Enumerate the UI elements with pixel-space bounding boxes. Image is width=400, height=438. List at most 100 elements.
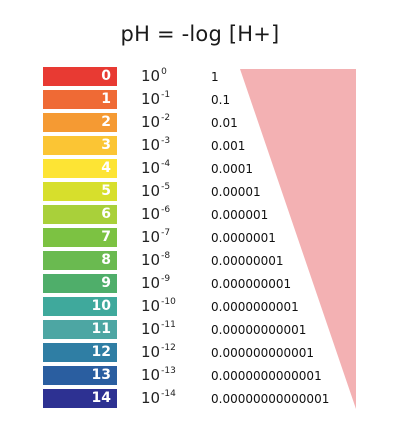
ph-number: 7 (101, 229, 111, 245)
power-exponent: -9 (161, 274, 171, 284)
ph-row: 6 10-6 0.000001 (0, 205, 400, 228)
decreasing-concentration-wedge (240, 69, 356, 409)
hydrogen-ion-concentration: 0.1 (211, 93, 231, 107)
power-of-ten: 10-4 (141, 158, 170, 181)
power-base: 10 (141, 90, 161, 108)
hydrogen-ion-concentration: 0.00000001 (211, 254, 284, 268)
ph-number: 4 (101, 160, 111, 176)
power-of-ten: 10-7 (141, 227, 170, 250)
hydrogen-ion-concentration: 0.0000001 (211, 231, 276, 245)
power-of-ten: 10-8 (141, 250, 170, 273)
ph-color-swatch: 2 (43, 113, 117, 132)
power-exponent: -13 (161, 366, 176, 376)
power-exponent: -3 (161, 136, 171, 146)
power-of-ten: 10-13 (141, 365, 176, 388)
ph-number: 9 (101, 275, 111, 291)
ph-number: 12 (91, 344, 111, 360)
ph-row: 10 10-10 0.0000000001 (0, 297, 400, 320)
power-base: 10 (141, 136, 161, 154)
hydrogen-ion-concentration: 0.00001 (211, 185, 261, 199)
ph-number: 8 (101, 252, 111, 268)
power-exponent: -12 (161, 343, 176, 353)
power-of-ten: 10-3 (141, 135, 170, 158)
ph-row: 4 10-4 0.0001 (0, 159, 400, 182)
hydrogen-ion-concentration: 0.0000000000001 (211, 369, 322, 383)
ph-row: 13 10-13 0.0000000000001 (0, 366, 400, 389)
ph-color-swatch: 3 (43, 136, 117, 155)
power-exponent: -8 (161, 251, 171, 261)
ph-color-swatch: 4 (43, 159, 117, 178)
power-of-ten: 100 (141, 66, 167, 89)
power-of-ten: 10-12 (141, 342, 176, 365)
power-of-ten: 10-9 (141, 273, 170, 296)
ph-row: 12 10-12 0.000000000001 (0, 343, 400, 366)
power-base: 10 (141, 343, 161, 361)
ph-color-swatch: 12 (43, 343, 117, 362)
power-base: 10 (141, 389, 161, 407)
ph-number: 0 (101, 68, 111, 84)
ph-number: 14 (91, 390, 111, 406)
ph-number: 6 (101, 206, 111, 222)
hydrogen-ion-concentration: 0.00000000000001 (211, 392, 330, 406)
ph-color-swatch: 8 (43, 251, 117, 270)
power-of-ten: 10-5 (141, 181, 170, 204)
ph-color-swatch: 7 (43, 228, 117, 247)
ph-color-swatch: 1 (43, 90, 117, 109)
power-exponent: -1 (161, 90, 171, 100)
hydrogen-ion-concentration: 0.00000000001 (211, 323, 307, 337)
power-of-ten: 10-6 (141, 204, 170, 227)
power-base: 10 (141, 366, 161, 384)
power-base: 10 (141, 297, 161, 315)
ph-number: 10 (91, 298, 111, 314)
ph-row: 2 10-2 0.01 (0, 113, 400, 136)
ph-color-swatch: 10 (43, 297, 117, 316)
ph-number: 11 (91, 321, 111, 337)
ph-color-swatch: 11 (43, 320, 117, 339)
power-exponent: -4 (161, 159, 171, 169)
ph-number: 3 (101, 137, 111, 153)
power-exponent: 0 (161, 67, 167, 77)
ph-color-swatch: 14 (43, 389, 117, 408)
power-exponent: -14 (161, 389, 176, 399)
power-base: 10 (141, 205, 161, 223)
ph-row: 11 10-11 0.00000000001 (0, 320, 400, 343)
ph-row: 14 10-14 0.00000000000001 (0, 389, 400, 412)
power-of-ten: 10-10 (141, 296, 176, 319)
hydrogen-ion-concentration: 0.000000001 (211, 277, 292, 291)
power-base: 10 (141, 182, 161, 200)
ph-color-swatch: 6 (43, 205, 117, 224)
ph-row: 8 10-8 0.00000001 (0, 251, 400, 274)
power-base: 10 (141, 320, 161, 338)
power-exponent: -11 (161, 320, 176, 330)
hydrogen-ion-concentration: 0.0001 (211, 162, 253, 176)
hydrogen-ion-concentration: 0.0000000001 (211, 300, 299, 314)
power-of-ten: 10-1 (141, 89, 170, 112)
ph-color-swatch: 0 (43, 67, 117, 86)
hydrogen-ion-concentration: 0.000001 (211, 208, 269, 222)
ph-color-swatch: 9 (43, 274, 117, 293)
power-base: 10 (141, 251, 161, 269)
power-of-ten: 10-14 (141, 388, 176, 411)
power-base: 10 (141, 113, 161, 131)
hydrogen-ion-concentration: 0.01 (211, 116, 238, 130)
power-of-ten: 10-11 (141, 319, 176, 342)
hydrogen-ion-concentration: 0.001 (211, 139, 246, 153)
ph-color-swatch: 13 (43, 366, 117, 385)
ph-number: 2 (101, 114, 111, 130)
ph-number: 5 (101, 183, 111, 199)
power-exponent: -6 (161, 205, 171, 215)
hydrogen-ion-concentration: 0.000000000001 (211, 346, 315, 360)
ph-color-swatch: 5 (43, 182, 117, 201)
ph-row: 1 10-1 0.1 (0, 90, 400, 113)
ph-row: 0 100 1 (0, 67, 400, 90)
power-base: 10 (141, 159, 161, 177)
diagram-title: pH = -log [H+] (120, 22, 280, 46)
power-base: 10 (141, 228, 161, 246)
power-base: 10 (141, 67, 161, 85)
ph-row: 3 10-3 0.001 (0, 136, 400, 159)
ph-row: 9 10-9 0.000000001 (0, 274, 400, 297)
ph-number: 13 (91, 367, 111, 383)
hydrogen-ion-concentration: 1 (211, 70, 219, 84)
